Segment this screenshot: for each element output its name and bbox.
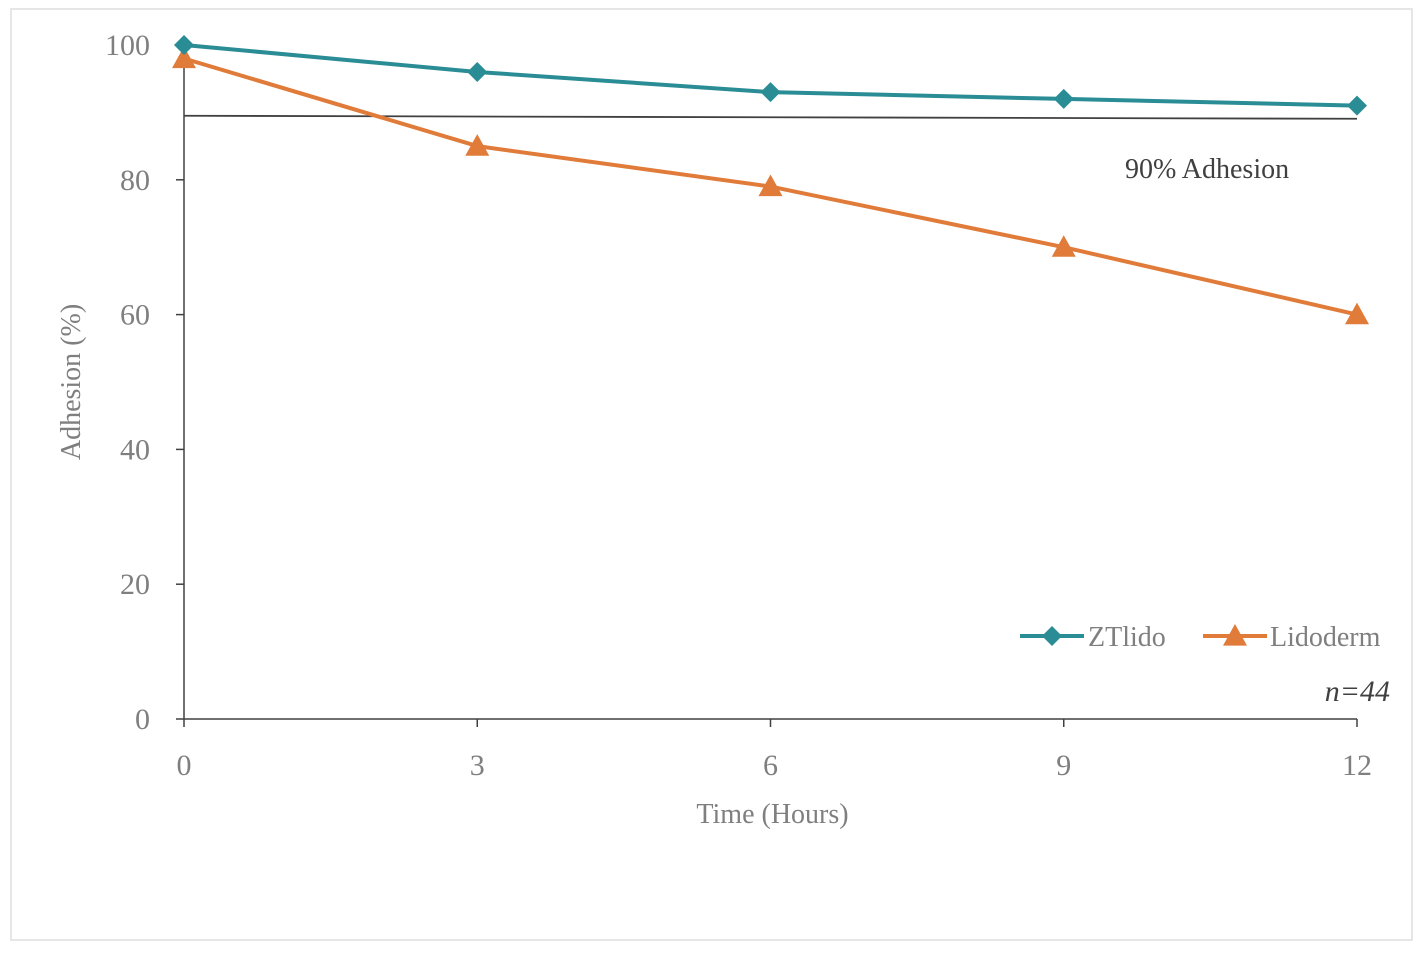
x-tick-label: 12 [1342, 749, 1372, 782]
y-tick-label: 0 [135, 703, 150, 736]
x-axis-title: Time (Hours) [696, 799, 848, 830]
y-tick-label: 20 [120, 568, 150, 601]
x-tick-label: 9 [1056, 749, 1071, 782]
x-tick-label: 3 [470, 749, 485, 782]
data-point-ztlido [760, 82, 781, 103]
data-point-lidoderm [172, 46, 196, 69]
legend-label-lidoderm: Lidoderm [1270, 622, 1381, 653]
y-axis-title: Adhesion (%) [56, 304, 87, 460]
data-point-lidoderm [758, 174, 783, 197]
reference-line-90 [183, 114, 1358, 120]
data-point-ztlido [174, 35, 194, 55]
sample-size-note: n=44 [1325, 675, 1390, 708]
y-tick-label: 100 [105, 29, 150, 62]
x-tick-label: 6 [763, 749, 778, 782]
reference-line-label: 90% Adhesion [1125, 154, 1289, 185]
data-point-lidoderm [465, 134, 490, 156]
data-point-lidoderm [1051, 235, 1076, 257]
legend-marker-ztlido [1042, 626, 1062, 646]
legend: ZTlido Lidoderm [1020, 622, 1381, 653]
data-point-lidoderm [1345, 302, 1369, 325]
data-point-ztlido [1347, 95, 1367, 116]
legend-label-ztlido: ZTlido [1088, 622, 1166, 653]
x-tick-label: 0 [177, 749, 192, 782]
data-point-ztlido [467, 61, 488, 82]
series-layer [172, 35, 1369, 325]
legend-marker-lidoderm [1223, 624, 1247, 646]
axes: 0 3 6 9 12 0 20 40 60 80 100 [105, 29, 1372, 782]
y-tick-label: 60 [120, 299, 150, 332]
y-tick-label: 40 [120, 433, 150, 466]
chart-frame [10, 8, 1413, 941]
y-tick-label: 80 [120, 164, 150, 197]
data-point-ztlido [1053, 88, 1074, 109]
